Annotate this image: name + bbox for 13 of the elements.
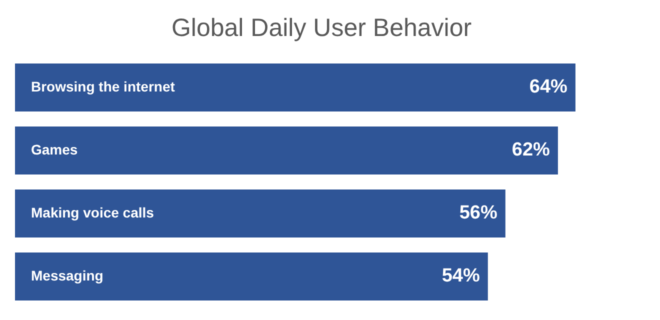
bar bbox=[15, 64, 576, 112]
bar bbox=[15, 252, 488, 300]
chart-title: Global Daily User Behavior bbox=[171, 14, 472, 42]
data-label: 62% bbox=[512, 140, 550, 161]
y-tick-label: Messaging bbox=[31, 267, 104, 284]
y-tick-label: Making voice calls bbox=[31, 204, 154, 220]
y-tick-label: Browsing the internet bbox=[31, 78, 176, 94]
data-label: 56% bbox=[459, 202, 498, 224]
bar bbox=[15, 190, 506, 238]
data-label: 64% bbox=[529, 76, 568, 98]
y-tick-label: Games bbox=[31, 141, 78, 158]
data-label: 54% bbox=[442, 266, 480, 287]
bar bbox=[15, 126, 558, 174]
